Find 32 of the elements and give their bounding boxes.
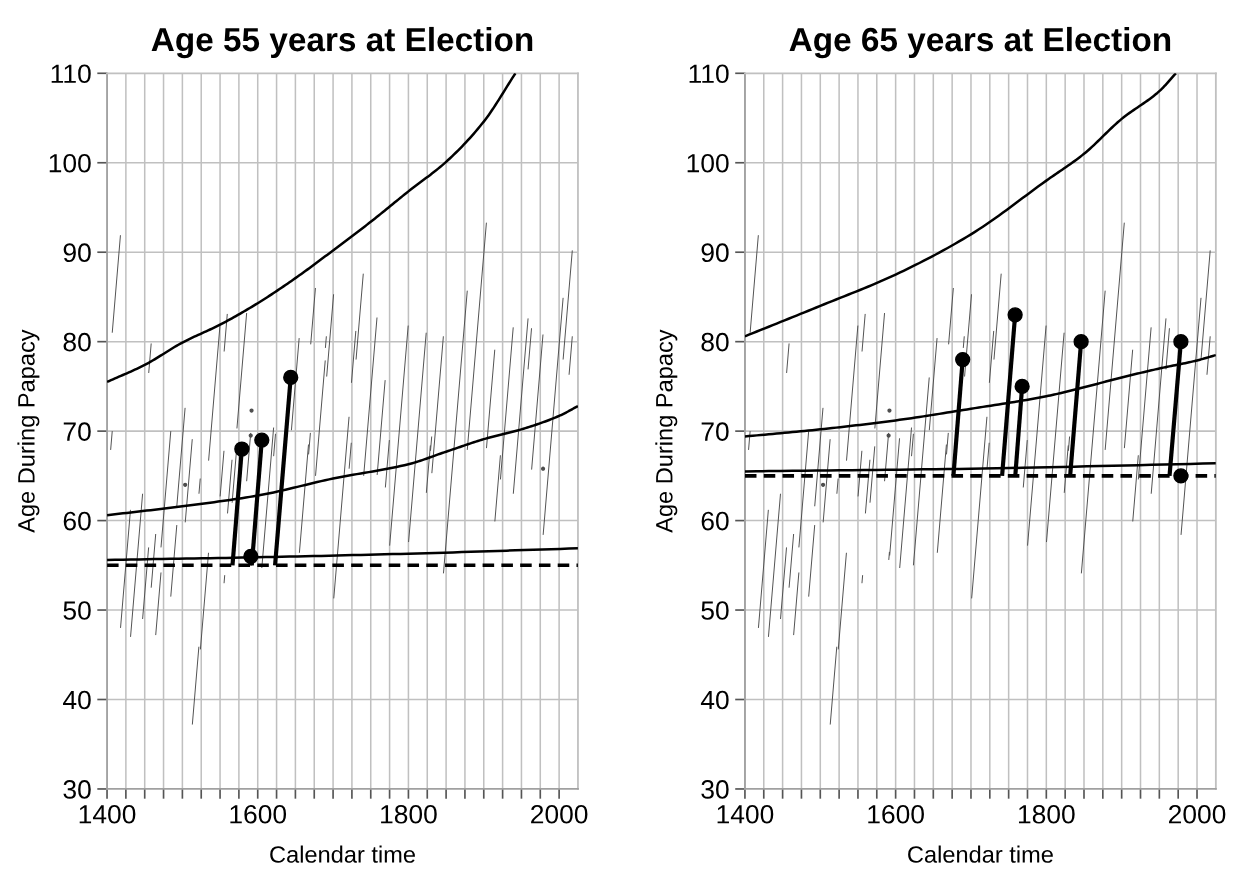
x-tick-label: 2000 — [1168, 804, 1226, 824]
x-tick-label: 1800 — [1018, 804, 1075, 824]
y-tick-label: 50 — [63, 601, 91, 620]
y-tick-label: 60 — [63, 511, 91, 531]
x-tick-label: 1400 — [79, 804, 136, 824]
y-tick-label: 100 — [49, 153, 91, 173]
y-tick-label: 30 — [63, 780, 91, 799]
y-tick-label: 100 — [687, 153, 729, 173]
chart-title: Age 65 years at Election — [789, 26, 1171, 59]
chart-title: Age 55 years at Election — [151, 26, 533, 59]
y-tick-label: 70 — [63, 422, 91, 441]
y-tick-label: 110 — [689, 64, 729, 84]
y-tick-label: 80 — [701, 332, 729, 352]
x-tick-label: 1400 — [717, 804, 774, 824]
x-axis-title: Calendar time — [270, 845, 415, 863]
y-tick-label: 40 — [63, 690, 91, 710]
y-axis-title: Age During Papacy — [655, 329, 678, 533]
y-axis-title: Age During Papacy — [17, 329, 40, 533]
y-tick-label: 50 — [701, 601, 729, 620]
x-tick-label: 1600 — [868, 804, 924, 824]
y-tick-label: 90 — [701, 243, 729, 263]
y-tick-label: 70 — [701, 422, 729, 441]
x-tick-label: 2000 — [531, 804, 588, 824]
y-tick-label: 40 — [700, 690, 729, 710]
y-tick-label: 110 — [51, 64, 91, 84]
y-tick-label: 60 — [701, 511, 729, 531]
x-axis-title: Calendar time — [908, 845, 1053, 863]
y-tick-label: 80 — [63, 332, 91, 352]
y-tick-label: 30 — [701, 780, 729, 799]
y-tick-label: 90 — [63, 243, 91, 263]
x-tick-label: 1800 — [381, 804, 437, 824]
x-tick-label: 1600 — [230, 804, 287, 824]
